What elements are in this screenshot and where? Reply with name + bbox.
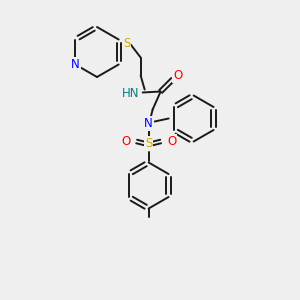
Text: O: O — [167, 135, 176, 148]
Text: N: N — [144, 117, 153, 130]
Text: O: O — [121, 135, 130, 148]
Text: O: O — [173, 69, 182, 82]
Text: S: S — [123, 37, 130, 50]
Text: S: S — [145, 137, 152, 150]
Text: N: N — [71, 58, 80, 71]
Text: HN: HN — [122, 87, 140, 100]
